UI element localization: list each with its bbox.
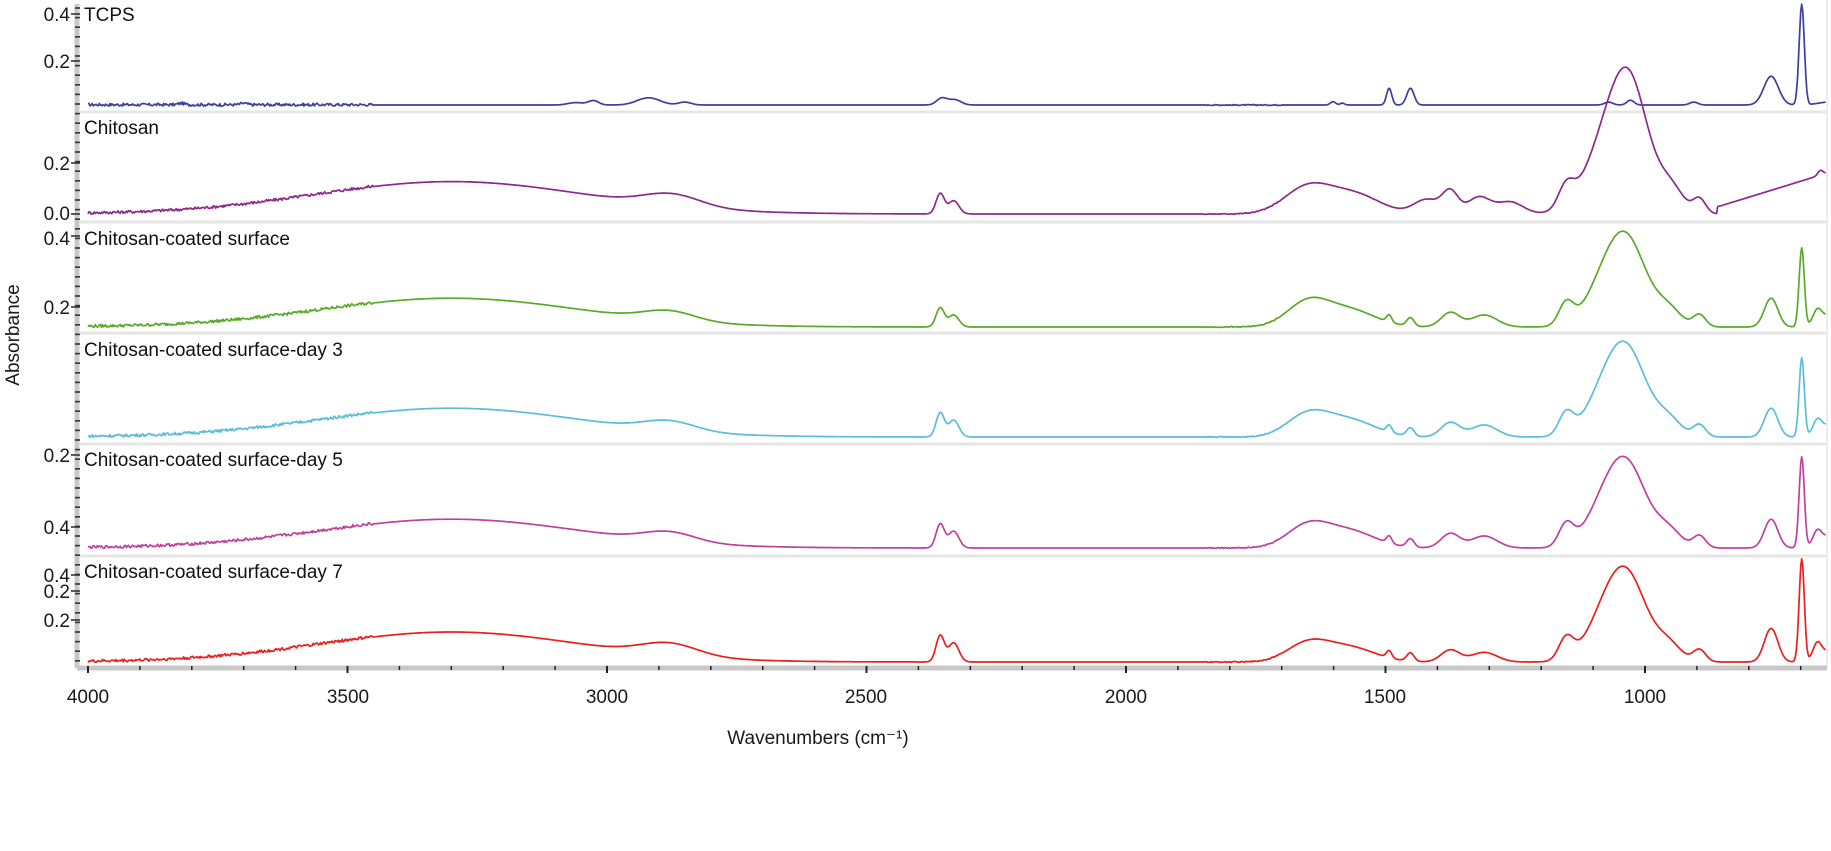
spectrum-line-chitosan [87,66,1826,216]
y-axis [71,4,80,668]
panel-label-coated: Chitosan-coated surface [84,229,290,250]
y-tick-label-chitosan-0.2: 0.2 [44,154,70,175]
y-tick-label-tcps-0.2: 0.2 [44,52,70,73]
y-tick-label-tcps-0.4: 0.4 [44,5,71,26]
y-tick-label-chitosan-0.0: 0.0 [44,204,70,225]
x-tick-label: 3000 [586,687,628,708]
panel-label-day7: Chitosan-coated surface-day 7 [84,562,343,583]
panel-separators [80,110,1826,558]
y-tick-label-day3-0.2: 0.2 [44,446,70,467]
y-axis-title: Absorbance [3,284,24,385]
y-tick-labels: 0.4 0.2 0.2 0.0 0.4 0.2 0.2 0.4 0.2 0.4 [44,5,71,603]
x-tick-label: 2000 [1105,687,1147,708]
x-tick-label: 1500 [1364,687,1406,708]
y-tick-label-day5-0.2: 0.2 [44,582,70,603]
spectra [87,3,1827,664]
x-axis: 4000 3500 3000 2500 2000 1500 1000 Waven… [67,665,1827,749]
x-tick-labels: 4000 3500 3000 2500 2000 1500 1000 [67,687,1666,708]
panel-label-tcps: TCPS [84,5,135,26]
panel-labels: TCPS Chitosan Chitosan-coated surface Ch… [84,5,343,583]
spectrum-line-tcps [87,3,1826,107]
x-tick-label: 1000 [1624,687,1666,708]
x-tick-label: 4000 [67,687,109,708]
panel-label-chitosan: Chitosan [84,118,159,139]
y-tick-label-coated-0.2: 0.2 [44,298,70,319]
panel-label-day5: Chitosan-coated surface-day 5 [84,450,343,471]
y-tick-label-day5-0.4: 0.4 [44,518,71,539]
x-axis-title: Wavenumbers (cm⁻¹) [727,728,908,749]
y-tick-label-day7-0.2: 0.2 [44,611,70,632]
spectrum-line-chitosan-coated-surface-day-3 [87,340,1826,439]
spectrum-line-chitosan-coated-surface [87,230,1826,329]
spectrum-line-chitosan-coated-surface-day-5 [87,455,1826,550]
y-major-ticks [71,13,80,621]
spectrum-line-chitosan-coated-surface-day-7 [87,557,1827,664]
y-tick-labels-day7: 0.4 0.2 [44,566,71,632]
y-minor-ticks [75,7,80,662]
x-tick-label: 2500 [845,687,887,708]
panel-label-day3: Chitosan-coated surface-day 3 [84,340,343,361]
x-tick-label: 3500 [327,687,369,708]
y-tick-label-coated-0.4: 0.4 [44,229,71,250]
x-ticks [87,666,1802,673]
y-tick-label-day7-0.4: 0.4 [44,566,71,587]
